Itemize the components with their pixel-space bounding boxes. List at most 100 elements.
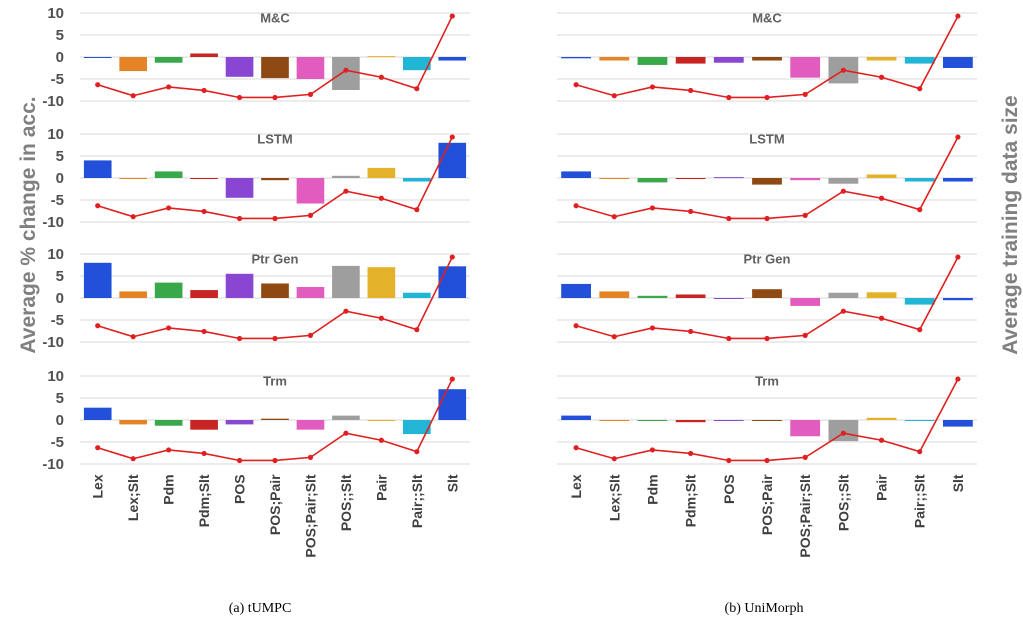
training-size-point bbox=[166, 205, 172, 211]
subplot-title: LSTM bbox=[749, 132, 784, 147]
y-tick-label: 10 bbox=[47, 246, 64, 263]
y-tick-label: 0 bbox=[56, 412, 64, 429]
training-size-point bbox=[573, 203, 579, 209]
bar-pos-pair-slt bbox=[296, 178, 325, 204]
training-size-point bbox=[272, 457, 278, 464]
subplot-title: M&C bbox=[260, 11, 290, 26]
training-size-point bbox=[726, 94, 732, 101]
bar-pos-pair-slt bbox=[790, 57, 821, 78]
y-tick-label: -10 bbox=[42, 214, 64, 231]
training-size-point bbox=[764, 335, 770, 342]
x-tick-label: Pdm bbox=[644, 474, 660, 504]
training-size-point bbox=[726, 457, 732, 464]
bar-lex-slt bbox=[119, 178, 148, 179]
training-size-point bbox=[130, 456, 136, 462]
bar-slt bbox=[438, 389, 467, 420]
training-size-point bbox=[764, 457, 770, 464]
bar-slt bbox=[943, 57, 973, 68]
training-size-point bbox=[130, 214, 136, 220]
bar-pair bbox=[367, 420, 396, 421]
bar-pdm bbox=[154, 420, 183, 426]
y-tick-label: 10 bbox=[47, 368, 64, 385]
chart-panels: -10 -5 0 5 10 M&C -10 -5 0 5 10 LSTM -10 -5 0 5 10 Ptr Ge… bbox=[42, 5, 977, 558]
x-tick-label: Slt bbox=[950, 474, 966, 492]
training-size-point bbox=[917, 207, 923, 213]
training-size-point bbox=[307, 332, 314, 338]
bar-lex bbox=[561, 283, 591, 298]
training-size-point bbox=[611, 214, 617, 220]
bar-pair bbox=[866, 292, 897, 298]
bar-pair-slt bbox=[402, 178, 431, 182]
x-tick-label: POS;Pair bbox=[267, 474, 283, 535]
caption-a: (a) tUMPC bbox=[229, 601, 292, 616]
training-size-point bbox=[917, 86, 923, 92]
bar-pair bbox=[866, 174, 897, 178]
training-size-point bbox=[236, 335, 243, 342]
y-axis-label-right: Average training data size bbox=[999, 95, 1022, 354]
bar-pos-slt bbox=[332, 415, 360, 420]
bar-pair-slt bbox=[904, 57, 935, 64]
training-size-point bbox=[166, 84, 172, 90]
training-size-point bbox=[130, 334, 136, 340]
training-size-point bbox=[802, 454, 808, 460]
y-axis-label-left: Average % change in acc. bbox=[17, 96, 40, 353]
subplot-title: Ptr Gen bbox=[252, 252, 299, 267]
bar-pair-slt bbox=[904, 298, 935, 305]
bar-pdm bbox=[637, 57, 668, 65]
subplot-title: Trm bbox=[755, 374, 779, 389]
training-size-point bbox=[764, 94, 770, 101]
y-tick-label: 5 bbox=[56, 27, 64, 44]
subplot-0-1: -10 -5 0 5 10 LSTM bbox=[42, 126, 470, 231]
bar-pos-pair bbox=[261, 57, 289, 79]
bar-pair bbox=[866, 417, 897, 420]
bar-slt bbox=[438, 142, 467, 178]
bar-pdm-slt bbox=[675, 178, 706, 179]
bar-lex-slt bbox=[599, 291, 630, 298]
y-tick-label: -10 bbox=[42, 334, 64, 351]
bar-pdm-slt bbox=[675, 294, 706, 298]
y-tick-label: 5 bbox=[56, 268, 64, 285]
y-tick-label: 10 bbox=[47, 126, 64, 143]
bar-pos bbox=[225, 57, 254, 77]
bar-pair bbox=[367, 167, 396, 178]
training-size-point bbox=[95, 203, 101, 209]
training-size-point bbox=[95, 323, 101, 329]
training-size-point bbox=[955, 13, 961, 19]
training-size-point bbox=[688, 87, 694, 94]
training-size-point bbox=[95, 445, 101, 451]
training-size-point bbox=[573, 323, 579, 329]
bar-pdm bbox=[154, 171, 183, 178]
subplot-title: LSTM bbox=[257, 132, 292, 147]
bar-pos-slt bbox=[332, 57, 360, 90]
bar-lex-slt bbox=[119, 57, 148, 72]
training-size-point bbox=[878, 195, 885, 201]
bar-pos-pair bbox=[752, 289, 782, 298]
bar-pos-pair bbox=[752, 420, 782, 421]
bar-pair-slt bbox=[904, 420, 935, 421]
training-size-point bbox=[201, 208, 207, 215]
bar-lex bbox=[83, 57, 112, 58]
bar-pos bbox=[713, 177, 744, 179]
training-size-point bbox=[688, 208, 694, 215]
training-size-point bbox=[166, 325, 172, 331]
y-tick-label: 0 bbox=[56, 49, 64, 66]
bar-pdm-slt bbox=[675, 57, 706, 64]
training-size-point bbox=[955, 134, 961, 140]
training-size-point bbox=[840, 308, 846, 314]
subplot-1-1: LSTM bbox=[557, 132, 977, 223]
bar-lex-slt bbox=[599, 178, 630, 179]
bar-pair-slt bbox=[402, 420, 431, 435]
training-size-point bbox=[611, 334, 617, 340]
subplot-1-0: M&C bbox=[557, 11, 977, 102]
training-size-point bbox=[878, 74, 885, 80]
training-size-point bbox=[414, 327, 420, 333]
caption-b: (b) UniMorph bbox=[725, 601, 804, 616]
training-size-point bbox=[878, 315, 885, 321]
bar-pos bbox=[713, 420, 744, 421]
bar-lex-slt bbox=[119, 420, 148, 425]
x-tick-label: Pdm;Slt bbox=[683, 474, 699, 527]
training-size-point bbox=[236, 457, 243, 464]
training-size-point bbox=[378, 195, 384, 201]
subplot-0-2: -10 -5 0 5 10 Ptr Gen bbox=[42, 246, 470, 351]
x-tick-label: Lex;Slt bbox=[125, 474, 141, 521]
